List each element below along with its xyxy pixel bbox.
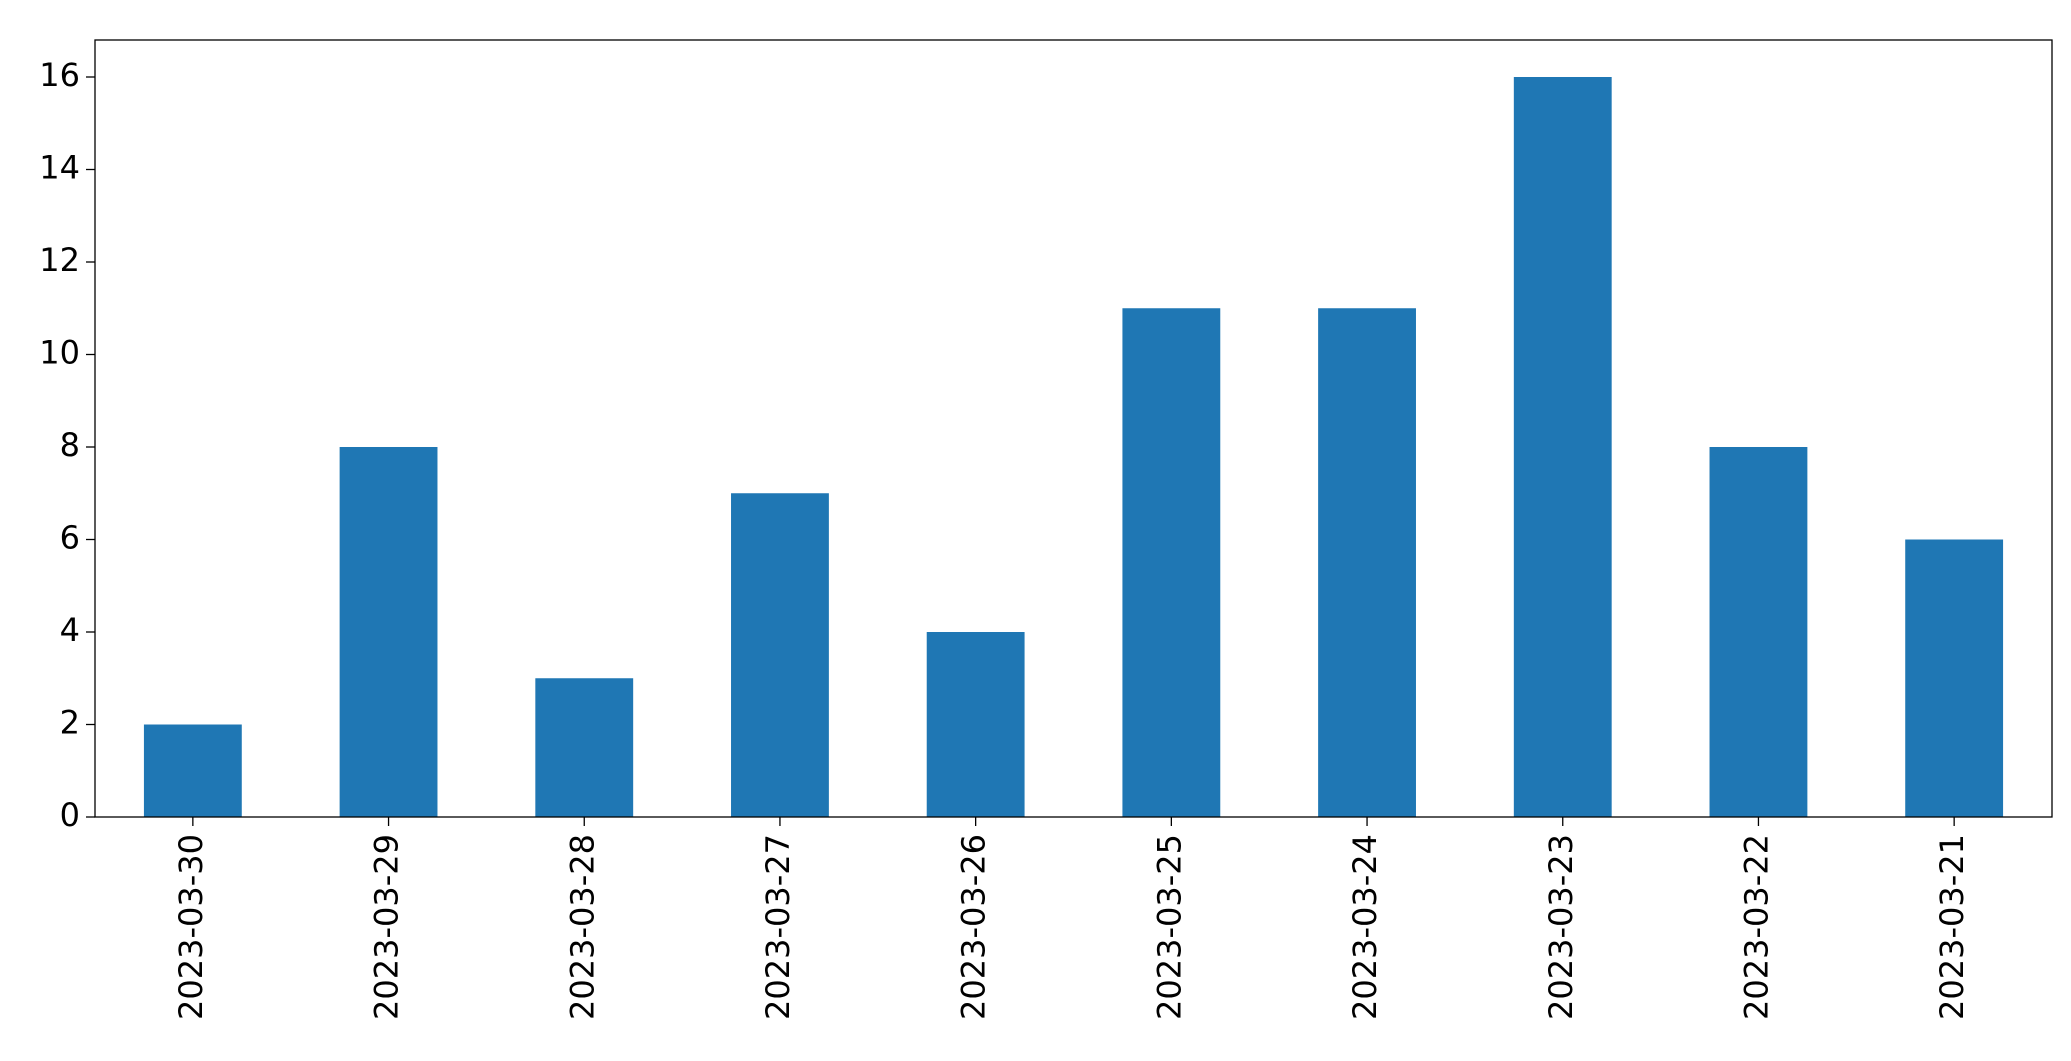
y-tick-label: 16 (39, 56, 80, 94)
bar (731, 493, 829, 817)
y-tick-label: 10 (39, 334, 80, 372)
y-tick-label: 0 (60, 796, 80, 834)
x-tick-label: 2023-03-25 (1150, 834, 1188, 1020)
y-tick-label: 14 (39, 149, 80, 187)
x-tick-label: 2023-03-26 (955, 834, 993, 1020)
plot-frame (94, 39, 2053, 818)
bar (1122, 308, 1221, 817)
y-tick-label: 6 (60, 519, 80, 557)
x-tick-label: 2023-03-30 (172, 834, 210, 1020)
x-tick-label: 2023-03-24 (1346, 834, 1384, 1020)
x-tick-label: 2023-03-22 (1737, 834, 1775, 1020)
bar (143, 724, 242, 817)
bar (1905, 539, 2004, 817)
y-tick-label: 12 (39, 241, 80, 279)
bar (1513, 77, 1612, 817)
bar (926, 632, 1025, 817)
x-tick-label: 2023-03-21 (1933, 834, 1971, 1020)
bar (339, 447, 438, 817)
x-tick-label: 2023-03-28 (563, 834, 601, 1020)
bar (1709, 447, 1808, 817)
x-tick-label: 2023-03-29 (368, 834, 406, 1020)
bar (1318, 308, 1416, 817)
x-tick-label: 2023-03-27 (759, 834, 797, 1020)
y-tick-label: 8 (60, 426, 80, 464)
bar (535, 678, 634, 817)
y-tick-label: 2 (60, 704, 80, 742)
y-tick-label: 4 (60, 611, 80, 649)
x-tick-label: 2023-03-23 (1542, 834, 1580, 1020)
